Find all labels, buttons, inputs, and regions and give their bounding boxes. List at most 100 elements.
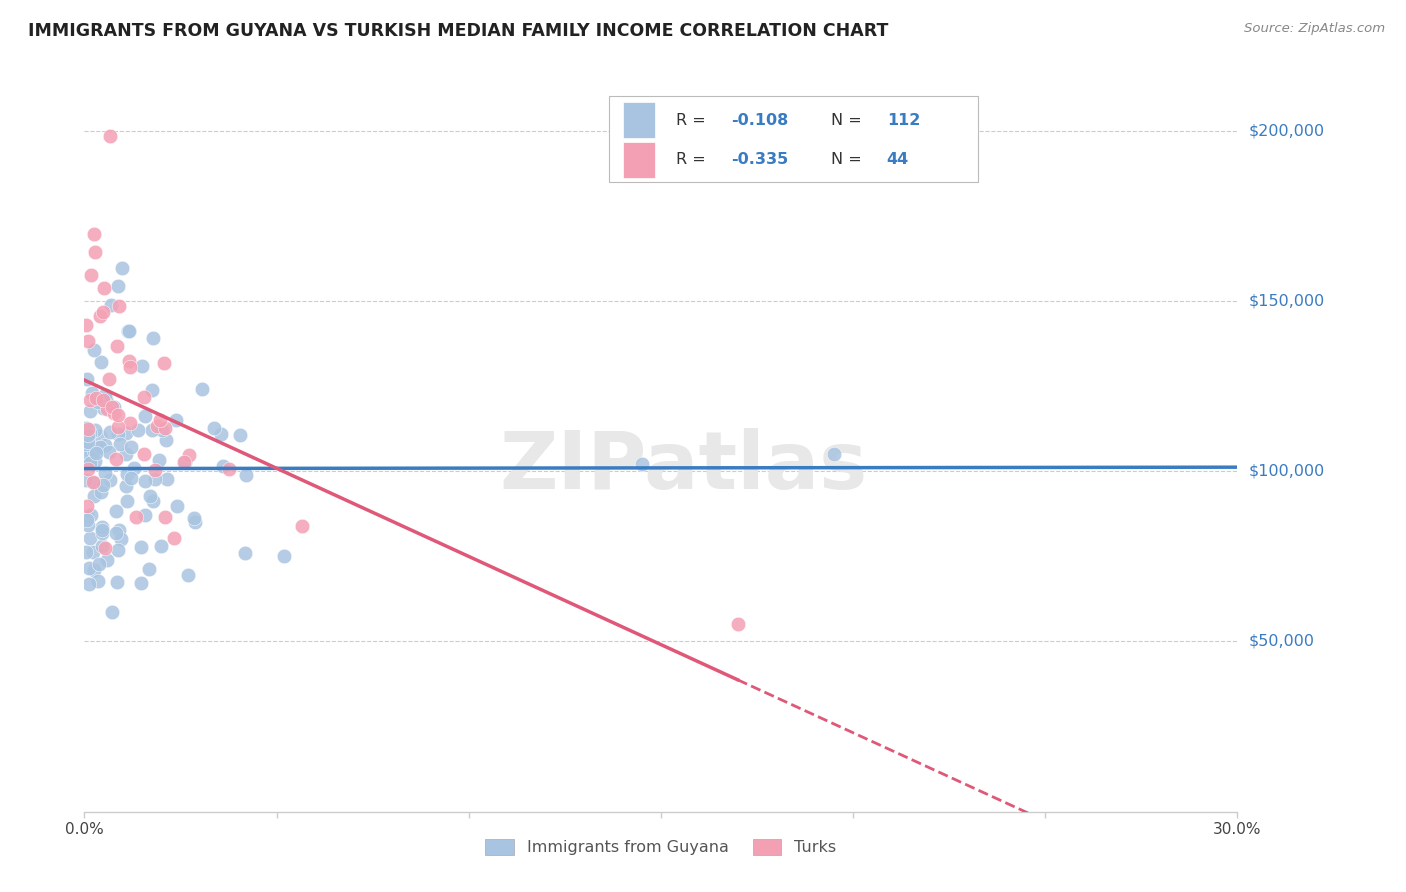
- Point: [115, 426, 138, 441]
- Point: [139, 489, 162, 503]
- Point: [104, 526, 127, 541]
- Point: [84, 391, 107, 405]
- Point: [79, 426, 101, 441]
- Point: [103, 401, 125, 415]
- Point: [163, 531, 186, 545]
- Point: [83, 563, 105, 577]
- Point: [174, 455, 197, 469]
- Point: [235, 468, 257, 483]
- Point: [94, 466, 117, 480]
- Point: [235, 546, 257, 560]
- Point: [86, 395, 108, 409]
- Point: [218, 462, 240, 476]
- Point: [77, 435, 100, 450]
- Point: [117, 324, 139, 338]
- Point: [132, 447, 155, 461]
- Point: [120, 440, 142, 454]
- Text: Source: ZipAtlas.com: Source: ZipAtlas.com: [1244, 22, 1385, 36]
- Point: [114, 478, 136, 492]
- Point: [93, 438, 115, 452]
- Point: [91, 478, 114, 492]
- Point: [138, 562, 160, 576]
- Point: [155, 434, 177, 448]
- Point: [115, 447, 138, 461]
- Point: [83, 489, 105, 503]
- Point: [82, 475, 104, 490]
- Text: N =: N =: [831, 153, 868, 168]
- Legend: Immigrants from Guyana, Turks: Immigrants from Guyana, Turks: [481, 834, 841, 860]
- Point: [77, 462, 100, 476]
- Point: [103, 406, 125, 420]
- Point: [124, 509, 146, 524]
- Point: [100, 128, 122, 143]
- Point: [111, 260, 134, 275]
- Point: [202, 421, 225, 435]
- Point: [165, 413, 187, 427]
- Point: [101, 605, 124, 619]
- Point: [75, 449, 97, 463]
- Point: [91, 520, 114, 534]
- Point: [110, 437, 132, 451]
- Point: [77, 576, 100, 591]
- Text: -0.108: -0.108: [731, 112, 789, 128]
- Point: [134, 508, 156, 522]
- Point: [148, 453, 170, 467]
- Point: [77, 518, 100, 533]
- Point: [110, 532, 132, 546]
- Point: [124, 460, 146, 475]
- Point: [153, 421, 176, 435]
- Point: [143, 472, 166, 486]
- Point: [77, 561, 100, 575]
- Point: [94, 388, 117, 402]
- Point: [100, 473, 122, 487]
- Point: [98, 372, 121, 386]
- Point: [118, 360, 141, 375]
- Point: [79, 393, 101, 408]
- Point: [134, 474, 156, 488]
- Point: [90, 525, 112, 540]
- Text: $100,000: $100,000: [1249, 464, 1324, 479]
- Point: [75, 545, 97, 559]
- Point: [89, 429, 111, 443]
- Point: [152, 355, 174, 369]
- Point: [90, 484, 112, 499]
- Point: [115, 493, 138, 508]
- Point: [96, 552, 118, 566]
- Point: [91, 392, 114, 407]
- Point: [129, 576, 152, 591]
- Point: [100, 298, 122, 312]
- Text: R =: R =: [676, 153, 710, 168]
- Point: [141, 423, 163, 437]
- Point: [131, 359, 153, 373]
- Point: [149, 412, 172, 426]
- Point: [129, 540, 152, 554]
- Point: [79, 404, 101, 418]
- Point: [127, 423, 149, 437]
- Point: [76, 499, 98, 513]
- Point: [76, 434, 98, 449]
- Point: [90, 355, 112, 369]
- Text: $50,000: $50,000: [1249, 634, 1315, 648]
- Text: N =: N =: [831, 112, 868, 128]
- Point: [173, 455, 195, 469]
- Point: [149, 539, 172, 553]
- Point: [166, 499, 188, 513]
- Text: 112: 112: [887, 112, 920, 128]
- Point: [84, 244, 107, 259]
- Point: [80, 508, 103, 523]
- Point: [83, 444, 105, 458]
- Point: [104, 504, 127, 518]
- Point: [105, 339, 128, 353]
- Point: [142, 493, 165, 508]
- Text: ZIPatlas: ZIPatlas: [499, 428, 868, 506]
- Point: [83, 423, 105, 437]
- Point: [89, 441, 111, 455]
- Bar: [623, 142, 655, 178]
- Point: [107, 542, 129, 557]
- Point: [82, 450, 104, 465]
- Point: [94, 392, 117, 407]
- Point: [91, 401, 114, 416]
- Point: [80, 268, 103, 282]
- Point: [145, 418, 167, 433]
- Point: [77, 428, 100, 442]
